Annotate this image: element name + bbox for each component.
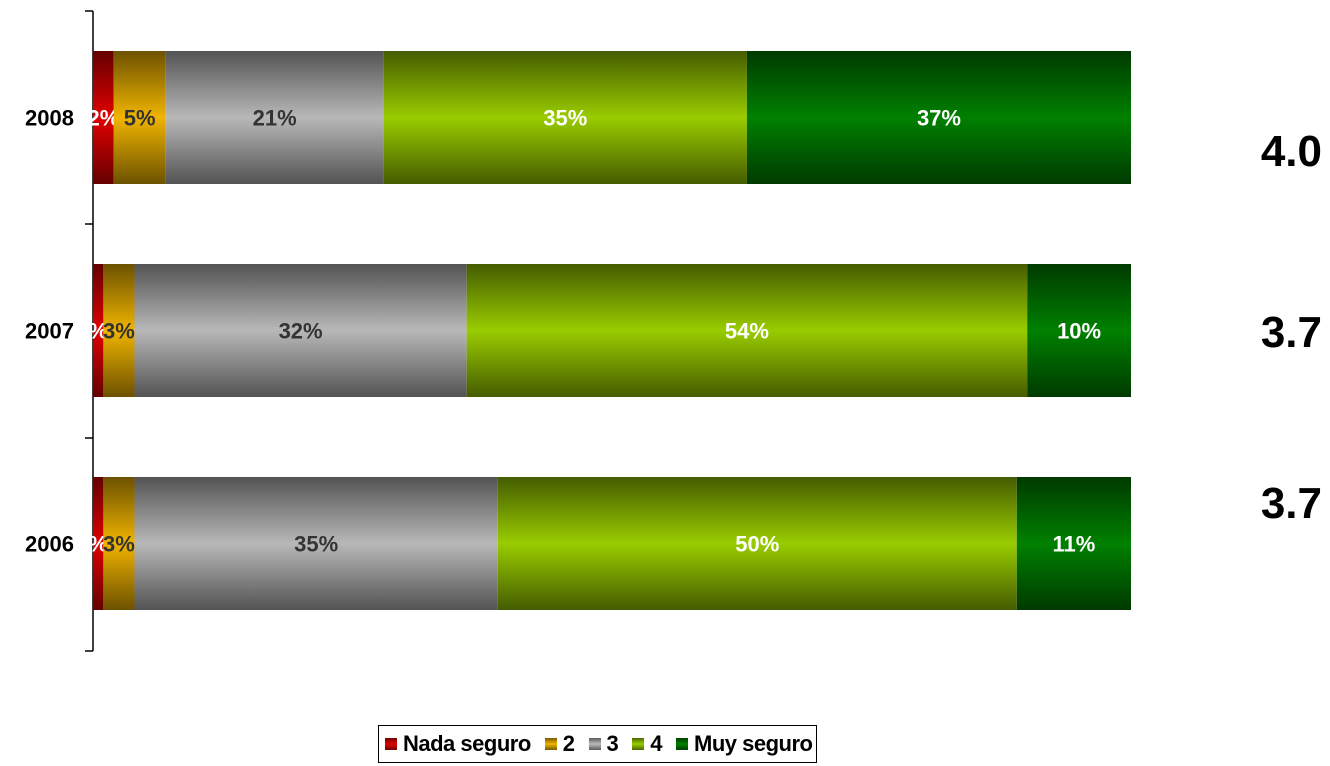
- bar-segment: [93, 477, 104, 610]
- bar-segment: [1027, 264, 1131, 397]
- legend-item: Nada seguro: [385, 731, 531, 757]
- average-score: 4.0: [1261, 127, 1322, 176]
- bar-segment: [93, 264, 104, 397]
- legend-swatch: [588, 738, 601, 750]
- legend-swatch: [544, 738, 557, 750]
- data-label: 5%: [124, 106, 156, 131]
- legend-label: Muy seguro: [694, 731, 813, 756]
- data-label: 21%: [253, 106, 297, 131]
- data-label: 35%: [294, 532, 338, 557]
- legend: Nada seguro 2 3 4 Muy seguro: [378, 725, 818, 763]
- legend-item: 2: [544, 731, 575, 757]
- bar-segment: [746, 51, 1131, 184]
- legend-label: 3: [606, 731, 619, 756]
- bar-segment: [103, 264, 135, 397]
- data-label: 54%: [725, 319, 769, 344]
- data-label: 35%: [543, 106, 587, 131]
- legend-swatch: [676, 738, 689, 750]
- data-label: 3%: [103, 532, 135, 557]
- bar-segment: [134, 264, 467, 397]
- category-label: 2008: [25, 106, 74, 131]
- data-label: 32%: [279, 319, 323, 344]
- bar-segment: [466, 264, 1028, 397]
- legend-item: Muy seguro: [676, 731, 813, 757]
- bar-area: 2% 5% 21% 35% 37%%3% 32% 54% 10%%3% 35% 50% 11%: [87, 51, 1131, 610]
- category-labels: 2008 2007 2006: [25, 106, 74, 557]
- legend-label: 4: [650, 731, 663, 756]
- data-label: %: [88, 532, 108, 557]
- legend-item: 3: [588, 731, 619, 757]
- legend-swatch: [632, 738, 645, 750]
- legend-label: 2: [562, 731, 575, 756]
- data-label: 10%: [1057, 319, 1101, 344]
- bar-segment: [497, 477, 1017, 610]
- average-score: 3.7: [1261, 479, 1322, 528]
- bar-segment: [1016, 477, 1131, 610]
- bar-segment: [103, 477, 135, 610]
- legend-swatch: [385, 738, 397, 750]
- legend-label: Nada seguro: [403, 731, 531, 756]
- category-label: 2006: [25, 532, 74, 557]
- data-label: 37%: [917, 106, 961, 131]
- data-label: 50%: [735, 532, 779, 557]
- category-label: 2007: [25, 319, 74, 344]
- bar-segment: [113, 51, 166, 184]
- bar-segment: [93, 51, 114, 184]
- bar-segment: [383, 51, 747, 184]
- legend-item: 4: [632, 731, 663, 757]
- data-label: 3%: [103, 319, 135, 344]
- data-label: %: [88, 319, 108, 344]
- average-scores: 4.0 3.7 3.7: [1261, 127, 1322, 528]
- bar-segment: [134, 477, 498, 610]
- bar-segment: [165, 51, 384, 184]
- average-score: 3.7: [1261, 308, 1322, 357]
- data-label: 11%: [1052, 532, 1095, 557]
